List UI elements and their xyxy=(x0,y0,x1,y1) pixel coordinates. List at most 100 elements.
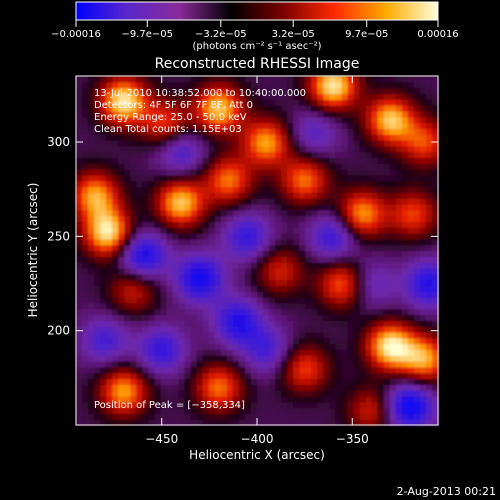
heatmap-cell xyxy=(178,291,186,298)
heatmap-cell xyxy=(196,116,204,124)
heatmap-cell xyxy=(293,314,300,321)
heatmap-cell xyxy=(88,378,95,385)
heatmap-cell xyxy=(371,221,379,228)
heatmap-cell xyxy=(100,308,107,316)
heatmap-cell xyxy=(281,87,288,95)
heatmap-cell xyxy=(172,279,180,286)
heatmap-cell xyxy=(275,157,282,164)
heatmap-cell xyxy=(178,267,186,275)
heatmap-cell xyxy=(220,384,228,391)
heatmap-cell xyxy=(365,279,373,286)
heatmap-cell xyxy=(347,145,355,153)
heatmap-cell xyxy=(335,291,343,298)
heatmap-cell xyxy=(214,395,222,403)
heatmap-cell xyxy=(377,262,385,269)
heatmap-cell xyxy=(226,297,234,304)
heatmap-cell xyxy=(407,238,415,246)
heatmap-cell xyxy=(353,320,361,327)
heatmap-cell xyxy=(178,413,186,420)
heatmap-cell xyxy=(208,186,216,193)
heatmap-cell xyxy=(208,355,216,362)
heatmap-cell xyxy=(293,122,300,129)
heatmap-cell xyxy=(395,110,403,118)
heatmap-cell xyxy=(214,256,222,263)
heatmap-cell xyxy=(413,308,421,316)
heatmap-cell xyxy=(353,395,361,403)
heatmap-cell xyxy=(238,314,246,321)
heatmap-cell xyxy=(263,122,270,129)
heatmap-cell xyxy=(425,331,433,339)
heatmap-cell xyxy=(82,163,89,170)
heatmap-cell xyxy=(106,203,113,211)
heatmap-cell xyxy=(166,87,174,95)
heatmap-cell xyxy=(100,157,107,164)
heatmap-cell xyxy=(148,390,156,397)
heatmap-cell xyxy=(281,401,288,409)
heatmap-cell xyxy=(130,262,137,269)
heatmap-cell xyxy=(377,87,385,95)
heatmap-cell xyxy=(389,93,397,100)
heatmap-cell xyxy=(136,355,143,362)
heatmap-cell xyxy=(407,76,415,83)
heatmap-cell xyxy=(94,157,101,164)
heatmap-cell xyxy=(238,209,246,217)
heatmap-cell xyxy=(202,105,210,112)
heatmap-cell xyxy=(100,401,107,409)
heatmap-cell xyxy=(148,186,156,193)
heatmap-cell xyxy=(172,105,180,112)
heatmap-cell xyxy=(136,116,143,124)
heatmap-cell xyxy=(299,384,306,391)
heatmap-cell xyxy=(287,331,294,339)
heatmap-cell xyxy=(154,186,162,193)
heatmap-cell xyxy=(154,331,162,339)
heatmap-cell xyxy=(100,186,107,193)
heatmap-cell xyxy=(341,105,349,112)
heatmap-cell xyxy=(353,215,361,223)
heatmap-cell xyxy=(275,180,282,188)
heatmap-cell xyxy=(148,169,156,176)
heatmap-cell xyxy=(100,314,107,321)
heatmap-cell xyxy=(269,331,276,339)
heatmap-cell xyxy=(305,372,312,380)
heatmap-cell xyxy=(419,221,427,228)
heatmap-cell xyxy=(88,198,95,205)
heatmap-cell xyxy=(100,262,107,269)
heatmap-cell xyxy=(250,291,258,298)
heatmap-cell xyxy=(94,390,101,397)
heatmap-cell xyxy=(377,378,385,385)
heatmap-cell xyxy=(377,128,385,135)
heatmap-cell xyxy=(76,227,83,234)
heatmap-cell xyxy=(275,198,282,205)
heatmap-cell xyxy=(190,93,198,100)
heatmap-cell xyxy=(371,145,379,153)
heatmap-cell xyxy=(250,384,258,391)
heatmap-cell xyxy=(220,122,228,129)
heatmap-cell xyxy=(106,413,113,420)
heatmap-cell xyxy=(130,273,137,281)
heatmap-cell xyxy=(395,326,403,333)
heatmap-cell xyxy=(226,355,234,362)
heatmap-cell xyxy=(305,81,312,89)
heatmap-cell xyxy=(244,157,252,164)
heatmap-cell xyxy=(244,169,252,176)
heatmap-cell xyxy=(184,343,192,350)
heatmap-cell xyxy=(371,203,379,211)
heatmap-cell xyxy=(323,169,330,176)
heatmap-cell xyxy=(353,157,361,164)
heatmap-cell xyxy=(407,413,415,420)
heatmap-cell xyxy=(317,221,324,228)
heatmap-cell xyxy=(269,76,276,83)
heatmap-cell xyxy=(299,192,306,199)
heatmap-cell xyxy=(82,76,89,83)
heatmap-cell xyxy=(281,174,288,182)
heatmap-cell xyxy=(293,395,300,403)
heatmap-cell xyxy=(425,378,433,385)
heatmap-cell xyxy=(425,87,433,95)
heatmap-cell xyxy=(401,221,409,228)
heatmap-cell xyxy=(401,285,409,292)
heatmap-cell xyxy=(190,349,198,356)
heatmap-cell xyxy=(383,238,391,246)
heatmap-cell xyxy=(124,302,131,310)
heatmap-cell xyxy=(88,209,95,217)
heatmap-cell xyxy=(419,384,427,391)
